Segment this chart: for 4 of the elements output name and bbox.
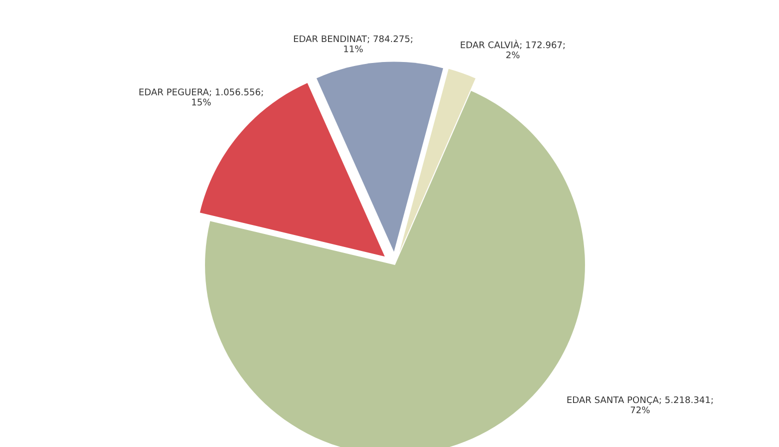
slice-label: EDAR SANTA PONÇA; 5.218.341; 72%: [567, 396, 713, 414]
slice-label: EDAR BENDINAT; 784.275; 11%: [294, 35, 412, 52]
slice-label: EDAR PEGUERA; 1.056.556; 15%: [139, 88, 263, 106]
slice-label: EDAR CALVIÀ; 172.967; 2%: [460, 40, 565, 58]
